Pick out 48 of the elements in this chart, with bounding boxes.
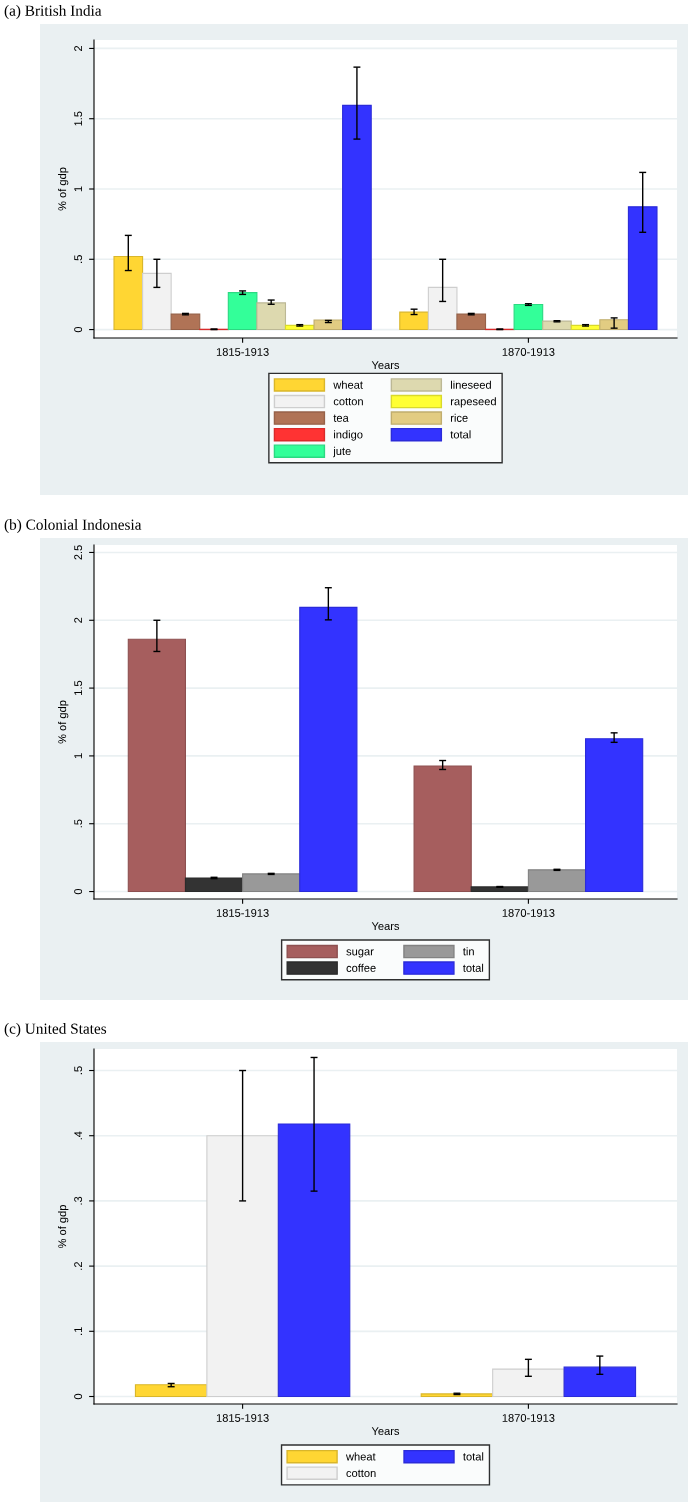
legend-label: coffee (346, 963, 376, 972)
y-tick-label: .5 (74, 255, 83, 263)
chart-title: (a) British India (4, 5, 102, 19)
y-tick-label: 1 (74, 753, 82, 759)
legend-label: total (450, 430, 471, 439)
y-tick-label: .5 (74, 819, 83, 828)
x-tick-label: 1815-1913 (216, 909, 269, 917)
legend-label: rapeseed (450, 397, 496, 408)
x-tick-label: 1870-1913 (502, 1414, 555, 1422)
y-tick-label: 0 (74, 326, 83, 333)
y-tick-label: .2 (74, 1262, 82, 1270)
x-tick-label: 1870-1913 (502, 909, 555, 917)
y-tick-label: 1 (74, 186, 82, 192)
y-tick-label: .3 (74, 1196, 83, 1205)
chart-title: (c) United States (4, 1023, 107, 1037)
legend-label: cotton (333, 398, 363, 406)
x-axis-title: Years (371, 1427, 400, 1436)
y-axis-title: % of gdp (58, 167, 69, 211)
chart-title: (b) Colonial Indonesia (4, 519, 142, 533)
y-tick-label: 2 (74, 617, 82, 623)
y-tick-label: 1.5 (74, 680, 83, 695)
y-tick-label: 2.5 (74, 545, 83, 560)
legend-label: cotton (346, 1469, 376, 1478)
y-tick-label: 0 (74, 1393, 83, 1400)
x-axis-title: Years (371, 361, 400, 370)
legend-label: lineseed (450, 380, 491, 389)
legend-label: tea (333, 414, 349, 422)
legend-label: total (463, 1452, 484, 1461)
y-tick-label: .5 (74, 1066, 83, 1075)
legend-label: rice (450, 413, 468, 422)
y-tick-label: 1.5 (74, 111, 83, 126)
y-axis-title: % of gdp (58, 700, 69, 744)
y-tick-label: 2 (74, 45, 82, 51)
legend-label: total (462, 963, 484, 972)
y-tick-label: 0 (74, 888, 83, 895)
y-axis-title: % of gdp (58, 1205, 69, 1249)
legend-label: sugar (346, 949, 374, 958)
legend-label: tin (462, 947, 474, 956)
legend-label: wheat (333, 380, 363, 389)
x-axis-title: Years (371, 922, 400, 931)
legend-label: wheat (345, 1452, 376, 1461)
x-tick-label: 1870-1913 (502, 348, 555, 356)
legend-label: jute (333, 446, 351, 458)
y-tick-label: .4 (74, 1131, 82, 1140)
legend-label: indigo (334, 430, 363, 441)
y-tick-label: .1 (74, 1327, 82, 1335)
x-tick-label: 1815-1913 (216, 348, 269, 356)
x-tick-label: 1815-1913 (216, 1414, 269, 1422)
